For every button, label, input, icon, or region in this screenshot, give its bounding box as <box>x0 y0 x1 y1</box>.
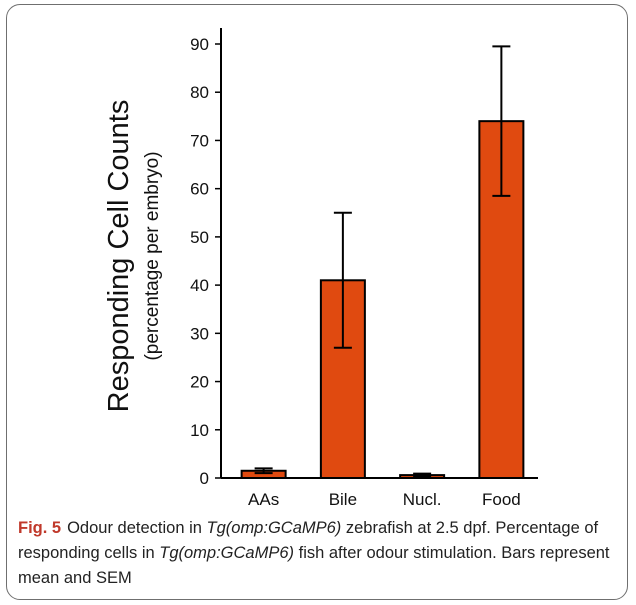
bars <box>240 120 525 480</box>
y-ticks: 0 10 20 30 40 50 60 70 80 90 <box>190 35 221 488</box>
y-tick-label-20: 20 <box>190 373 209 392</box>
y-tick-label-40: 40 <box>190 276 209 295</box>
y-tick-label-0: 0 <box>200 469 209 488</box>
y-axis-subtitle: (percentage per embryo) <box>142 151 163 360</box>
y-axis-title: Responding Cell Counts <box>103 100 135 413</box>
figure-caption: Fig. 5 Odour detection in Tg(omp:GCaMP6) … <box>18 516 618 591</box>
x-tick-label-nucl: Nucl. <box>403 490 442 509</box>
caption-italic-1: Tg(omp:GCaMP6) <box>206 519 342 537</box>
x-tick-label-bile: Bile <box>329 490 357 509</box>
y-tick-label-90: 90 <box>190 35 209 54</box>
y-tick-label-80: 80 <box>190 83 209 102</box>
y-tick-label-30: 30 <box>190 324 209 343</box>
bar-chart: Responding Cell Counts (percentage per e… <box>103 28 538 509</box>
y-tick-label-70: 70 <box>190 131 209 150</box>
x-tick-labels: AAs Bile Nucl. Food <box>248 490 521 509</box>
error-bars <box>254 45 511 478</box>
y-tick-label-50: 50 <box>190 228 209 247</box>
x-tick-label-aas: AAs <box>248 490 279 509</box>
caption-fig-label: Fig. 5 <box>18 519 62 537</box>
x-tick-label-food: Food <box>482 490 521 509</box>
y-axis-title-group: Responding Cell Counts (percentage per e… <box>103 100 163 413</box>
caption-text-1: Odour detection in <box>67 519 207 537</box>
caption-italic-2: Tg(omp:GCaMP6) <box>159 544 295 562</box>
caption-text-3: fish after odour stimulation. Bars repre… <box>18 544 610 587</box>
y-tick-label-10: 10 <box>190 421 209 440</box>
caption-text-2: zebrafish at 2.5 dpf. Percentage of resp… <box>18 519 599 562</box>
y-tick-label-60: 60 <box>190 180 209 199</box>
